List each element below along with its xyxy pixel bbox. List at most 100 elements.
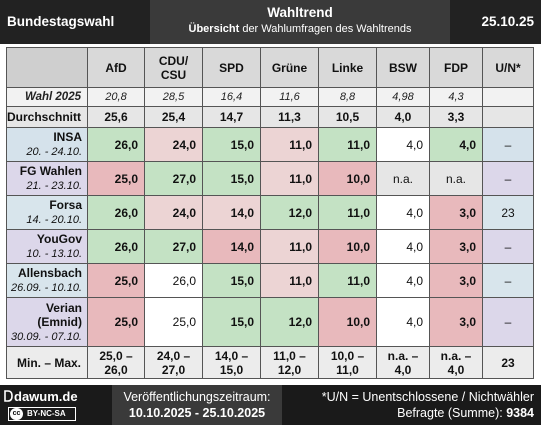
- table-header-row: AfD CDU/CSU SPD Grüne Linke BSW FDP U/N*: [6, 47, 534, 88]
- institute-name: YouGov: [36, 232, 82, 246]
- poll-value: 27,0: [144, 161, 203, 196]
- election-value: 11,6: [260, 87, 319, 107]
- column-header-linke: Linke: [318, 47, 377, 88]
- average-value: [482, 106, 534, 128]
- institute-date: 20. - 24.10.: [26, 146, 82, 158]
- poll-value: 25,0: [87, 161, 145, 196]
- table-row: Allensbach 26.09. - 10.10. 25,0 26,0 15,0…: [6, 263, 534, 298]
- site-link[interactable]: dawum.de: [14, 389, 78, 404]
- poll-value-un: –: [482, 127, 534, 162]
- poll-value: 3,0: [429, 263, 483, 298]
- header-bar: Bundestagswahl Wahltrend Übersicht der W…: [0, 0, 541, 44]
- average-row: Durchschnitt 25,6 25,4 14,7 11,3 10,5 4,…: [6, 106, 534, 128]
- table-corner-cell: [6, 47, 88, 88]
- institute-name-sub: (Emnid): [37, 314, 82, 329]
- institute-date: 21. - 23.10.: [26, 180, 82, 192]
- header-date: 25.10.25: [450, 0, 541, 44]
- page-title: Wahltrend: [267, 5, 333, 20]
- poll-value: 15,0: [202, 263, 261, 298]
- poll-value: 27,0: [144, 229, 203, 264]
- election-value: 20,8: [87, 87, 145, 107]
- election-value: 8,8: [318, 87, 377, 107]
- election-value: 4,98: [376, 87, 430, 107]
- period-value: 10.10.2025 - 25.10.2025: [128, 406, 266, 420]
- min-max-value: 23: [482, 346, 534, 379]
- poll-value: n.a.: [376, 161, 430, 196]
- poll-value: 4,0: [376, 229, 430, 264]
- poll-value-un: 23: [482, 195, 534, 230]
- period-label: Veröffentlichungszeitraum:: [123, 390, 271, 404]
- license-badge: cc BY-NC-SA: [8, 407, 76, 421]
- poll-value: 25,0: [87, 263, 145, 298]
- table-row: YouGov 10. - 13.10. 26,0 27,0 14,0 11,0 1…: [6, 229, 534, 264]
- footer-bar: dawum.de cc BY-NC-SA Veröffentlichungsze…: [0, 385, 541, 425]
- election-value: 28,5: [144, 87, 203, 107]
- poll-value: 4,0: [376, 263, 430, 298]
- header-election-label: Bundestagswahl: [0, 0, 150, 44]
- poll-value-un: –: [482, 229, 534, 264]
- poll-value: 15,0: [202, 297, 261, 347]
- column-header-cdu-csu: CDU/CSU: [144, 47, 203, 88]
- page-subtitle: Übersicht der Wahlumfragen des Wahltrend…: [150, 23, 450, 35]
- poll-value: 11,0: [318, 263, 377, 298]
- poll-value-un: –: [482, 297, 534, 347]
- subtitle-rest: der Wahlumfragen des Wahltrends: [239, 23, 412, 35]
- poll-value: 26,0: [144, 263, 203, 298]
- license-text: BY-NC-SA: [27, 409, 66, 418]
- poll-value: 14,0: [202, 229, 261, 264]
- election-result-label: Wahl 2025: [6, 87, 88, 107]
- column-header-afd: AfD: [87, 47, 145, 88]
- poll-value: 11,0: [318, 195, 377, 230]
- institute-name: FG Wahlen: [19, 164, 82, 178]
- dawum-logo-icon: [4, 390, 13, 402]
- sum-value: 9384: [506, 406, 534, 420]
- poll-value: 15,0: [202, 127, 261, 162]
- column-header-fdp: FDP: [429, 47, 483, 88]
- poll-value: 14,0: [202, 195, 261, 230]
- poll-value: 26,0: [87, 229, 145, 264]
- institute-date: 14. - 20.10.: [26, 214, 82, 226]
- average-value: 25,6: [87, 106, 145, 128]
- subtitle-bold: Übersicht: [188, 23, 240, 35]
- poll-value: 24,0: [144, 195, 203, 230]
- institute-verian: Verian (Emnid) 30.09. - 07.10.: [6, 297, 88, 347]
- poll-value: 4,0: [429, 127, 483, 162]
- election-value: [482, 87, 534, 107]
- institute-name: Forsa: [49, 198, 82, 212]
- election-result-row: Wahl 2025 20,8 28,5 16,4 11,6 8,8 4,98 4…: [6, 87, 534, 107]
- table-row: INSA 20. - 24.10. 26,0 24,0 15,0 11,0 11,…: [6, 127, 534, 162]
- min-max-value: 25,0 –26,0: [87, 346, 145, 379]
- min-max-value: n.a. –4,0: [376, 346, 430, 379]
- respondents-sum: Befragte (Summe): 9384: [282, 406, 534, 420]
- column-header-spd: SPD: [202, 47, 261, 88]
- institute-name: INSA: [53, 130, 82, 144]
- poll-value: 11,0: [260, 229, 319, 264]
- footer-period: Veröffentlichungszeitraum: 10.10.2025 - …: [112, 385, 282, 425]
- poll-value: 4,0: [376, 297, 430, 347]
- min-max-value: 24,0 –27,0: [144, 346, 203, 379]
- poll-value: 4,0: [376, 195, 430, 230]
- poll-value: 10,0: [318, 161, 377, 196]
- table-row: FG Wahlen 21. - 23.10. 25,0 27,0 15,0 11,…: [6, 161, 534, 196]
- poll-value: 11,0: [318, 127, 377, 162]
- institute-name: Allensbach: [17, 266, 82, 280]
- header-title-block: Wahltrend Übersicht der Wahlumfragen des…: [150, 0, 450, 44]
- average-value: 10,5: [318, 106, 377, 128]
- institute-allensbach: Allensbach 26.09. - 10.10.: [6, 263, 88, 298]
- table-row: Verian (Emnid) 30.09. - 07.10. 25,0 25,0 1…: [6, 297, 534, 347]
- poll-value: 15,0: [202, 161, 261, 196]
- poll-value: 11,0: [260, 127, 319, 162]
- average-value: 14,7: [202, 106, 261, 128]
- min-max-value: 10,0 –11,0: [318, 346, 377, 379]
- institute-fg-wahlen: FG Wahlen 21. - 23.10.: [6, 161, 88, 196]
- min-max-value: 11,0 –12,0: [260, 346, 319, 379]
- poll-value: 3,0: [429, 195, 483, 230]
- poll-value: 3,0: [429, 297, 483, 347]
- institute-date: 10. - 13.10.: [26, 248, 82, 260]
- poll-value: 4,0: [376, 127, 430, 162]
- min-max-value: n.a. –4,0: [429, 346, 483, 379]
- poll-table: AfD CDU/CSU SPD Grüne Linke BSW FDP U/N*…: [6, 47, 534, 379]
- un-note: *U/N = Unentschlossene / Nichtwähler: [321, 390, 534, 404]
- column-header-gruene: Grüne: [260, 47, 319, 88]
- institute-forsa: Forsa 14. - 20.10.: [6, 195, 88, 230]
